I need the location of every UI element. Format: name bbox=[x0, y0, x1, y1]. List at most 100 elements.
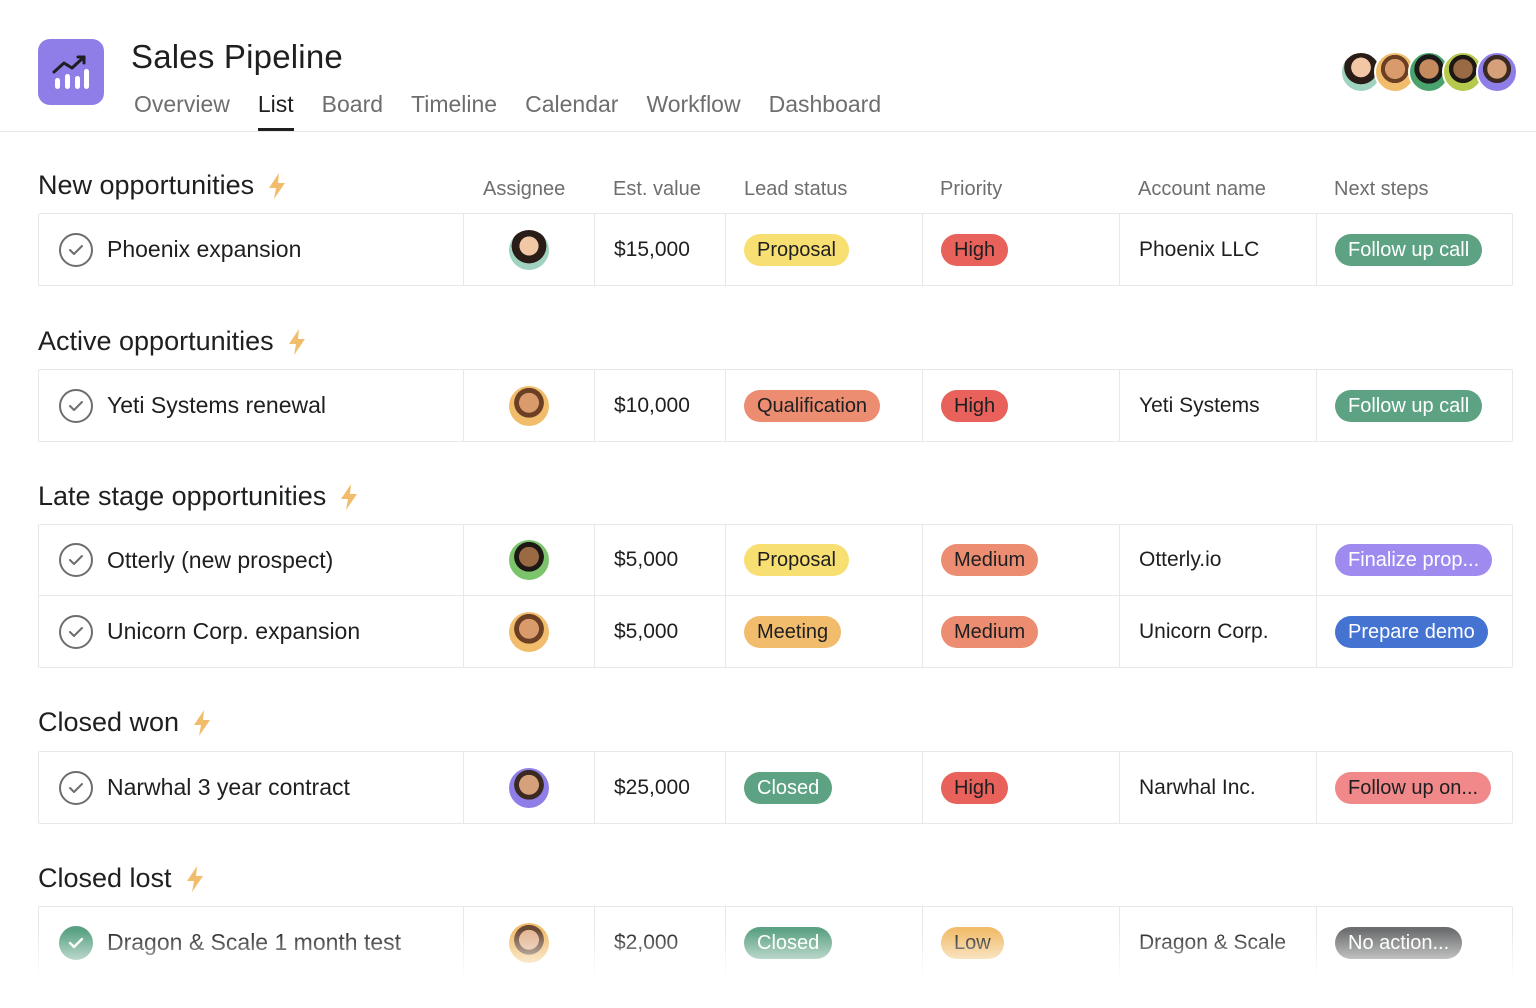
tab-workflow[interactable]: Workflow bbox=[646, 91, 741, 117]
account-name-cell[interactable]: Dragon & Scale bbox=[1120, 907, 1317, 978]
next-steps-cell[interactable]: Follow up call bbox=[1317, 370, 1514, 441]
assignee-cell[interactable] bbox=[464, 752, 595, 823]
lead-status-pill: Proposal bbox=[744, 544, 849, 576]
priority-cell[interactable]: High bbox=[923, 214, 1120, 285]
priority-cell[interactable]: High bbox=[923, 370, 1120, 441]
section-title[interactable]: Active opportunities bbox=[38, 326, 308, 357]
section-title[interactable]: Closed lost bbox=[38, 863, 206, 894]
next-steps-cell[interactable]: No action... bbox=[1317, 907, 1514, 978]
lightning-icon[interactable] bbox=[266, 172, 288, 200]
task-name[interactable]: Dragon & Scale 1 month test bbox=[107, 929, 402, 955]
section-title[interactable]: New opportunities bbox=[38, 170, 288, 201]
trend-chart-icon bbox=[52, 55, 89, 89]
task-name[interactable]: Phoenix expansion bbox=[107, 236, 302, 262]
task-cell: Yeti Systems renewal bbox=[39, 370, 464, 441]
complete-checkbox[interactable] bbox=[59, 770, 93, 805]
assignee-cell[interactable] bbox=[464, 596, 595, 667]
account-name-cell[interactable]: Otterly.io bbox=[1120, 525, 1317, 595]
assignee-avatar[interactable] bbox=[509, 229, 549, 270]
task-name[interactable]: Yeti Systems renewal bbox=[107, 392, 327, 418]
lead-status-cell[interactable]: Closed bbox=[726, 752, 923, 823]
column-header-priority[interactable]: Priority bbox=[940, 178, 1003, 200]
tab-timeline[interactable]: Timeline bbox=[411, 91, 498, 117]
assignee-avatar[interactable] bbox=[509, 767, 549, 808]
priority-pill: Medium bbox=[941, 544, 1039, 576]
assignee-avatar[interactable] bbox=[509, 540, 549, 580]
tab-board[interactable]: Board bbox=[321, 91, 384, 117]
lead-status-cell[interactable]: Qualification bbox=[726, 370, 923, 441]
column-header-account-name[interactable]: Account name bbox=[1138, 178, 1266, 200]
section-title-label: Closed won bbox=[38, 707, 180, 737]
next-steps-cell[interactable]: Finalize prop... bbox=[1317, 525, 1514, 595]
lightning-icon[interactable] bbox=[191, 709, 213, 737]
column-header-est-value[interactable]: Est. value bbox=[613, 178, 701, 200]
complete-checkbox[interactable] bbox=[59, 232, 93, 267]
assignee-cell[interactable] bbox=[464, 907, 595, 978]
lead-status-cell[interactable]: Closed bbox=[726, 907, 923, 978]
task-table: Dragon & Scale 1 month test $2,000 Close… bbox=[38, 906, 1513, 978]
account-name-cell[interactable]: Phoenix LLC bbox=[1120, 214, 1317, 285]
check-icon bbox=[69, 555, 83, 565]
priority-cell[interactable]: Medium bbox=[923, 525, 1120, 595]
table-row[interactable]: Narwhal 3 year contract $25,000 Closed H… bbox=[39, 752, 1512, 823]
est-value-cell[interactable]: $2,000 bbox=[595, 907, 726, 978]
column-header-lead-status[interactable]: Lead status bbox=[744, 178, 848, 200]
column-header-assignee[interactable]: Assignee bbox=[483, 178, 566, 200]
account-name-cell[interactable]: Yeti Systems bbox=[1120, 370, 1317, 441]
tab-list[interactable]: List bbox=[257, 88, 294, 132]
complete-checkbox[interactable] bbox=[59, 543, 93, 577]
lead-status-cell[interactable]: Meeting bbox=[726, 596, 923, 667]
lightning-icon[interactable] bbox=[184, 865, 206, 893]
assignee-cell[interactable] bbox=[464, 214, 595, 285]
assignee-cell[interactable] bbox=[464, 370, 595, 441]
est-value-cell[interactable]: $15,000 bbox=[595, 214, 726, 285]
complete-checkbox[interactable] bbox=[59, 925, 93, 960]
priority-cell[interactable]: High bbox=[923, 752, 1120, 823]
est-value-cell[interactable]: $5,000 bbox=[595, 596, 726, 667]
lead-status-cell[interactable]: Proposal bbox=[726, 214, 923, 285]
task-cell: Unicorn Corp. expansion bbox=[39, 596, 464, 667]
task-name[interactable]: Narwhal 3 year contract bbox=[107, 774, 350, 800]
table-row[interactable]: Unicorn Corp. expansion $5,000 Meeting M… bbox=[39, 596, 1512, 667]
section-title[interactable]: Late stage opportunities bbox=[38, 481, 360, 512]
task-name[interactable]: Unicorn Corp. expansion bbox=[107, 618, 361, 644]
est-value-cell[interactable]: $10,000 bbox=[595, 370, 726, 441]
account-name-cell[interactable]: Narwhal Inc. bbox=[1120, 752, 1317, 823]
lead-status-cell[interactable]: Proposal bbox=[726, 525, 923, 595]
next-steps-cell[interactable]: Follow up call bbox=[1317, 214, 1514, 285]
assignee-avatar[interactable] bbox=[509, 922, 549, 963]
assignee-avatar[interactable] bbox=[509, 611, 549, 652]
priority-pill: Medium bbox=[941, 615, 1039, 648]
complete-checkbox[interactable] bbox=[59, 614, 93, 649]
column-header-next-steps[interactable]: Next steps bbox=[1334, 178, 1429, 200]
priority-cell[interactable]: Medium bbox=[923, 596, 1120, 667]
check-icon bbox=[69, 244, 83, 255]
priority-cell[interactable]: Low bbox=[923, 907, 1120, 978]
est-value-cell[interactable]: $5,000 bbox=[595, 525, 726, 595]
assignee-cell[interactable] bbox=[464, 525, 595, 595]
priority-pill: Low bbox=[941, 926, 1004, 959]
project-icon[interactable] bbox=[38, 39, 104, 105]
next-steps-cell[interactable]: Follow up on... bbox=[1317, 752, 1514, 823]
tab-overview[interactable]: Overview bbox=[134, 91, 230, 117]
account-name-cell[interactable]: Unicorn Corp. bbox=[1120, 596, 1317, 667]
est-value-cell[interactable]: $25,000 bbox=[595, 752, 726, 823]
table-row[interactable]: Dragon & Scale 1 month test $2,000 Close… bbox=[39, 907, 1512, 978]
lightning-icon[interactable] bbox=[338, 483, 360, 511]
member-avatar[interactable] bbox=[1476, 51, 1518, 93]
section-title[interactable]: Closed won bbox=[38, 707, 213, 738]
next-steps-cell[interactable]: Prepare demo bbox=[1317, 596, 1514, 667]
task-name[interactable]: Otterly (new prospect) bbox=[107, 546, 334, 573]
tab-dashboard[interactable]: Dashboard bbox=[768, 91, 882, 117]
lightning-icon[interactable] bbox=[286, 328, 308, 356]
project-members[interactable] bbox=[1340, 51, 1518, 93]
next-steps-pill: No action... bbox=[1335, 926, 1463, 959]
table-row[interactable]: Otterly (new prospect) $5,000 Proposal M… bbox=[39, 525, 1512, 596]
check-icon bbox=[68, 937, 84, 948]
tab-calendar[interactable]: Calendar bbox=[525, 91, 619, 117]
table-row[interactable]: Phoenix expansion $15,000 Proposal High … bbox=[39, 214, 1512, 285]
next-steps-pill: Follow up call bbox=[1335, 233, 1483, 266]
complete-checkbox[interactable] bbox=[59, 388, 93, 423]
assignee-avatar[interactable] bbox=[509, 385, 549, 426]
table-row[interactable]: Yeti Systems renewal $10,000 Qualificati… bbox=[39, 370, 1512, 441]
